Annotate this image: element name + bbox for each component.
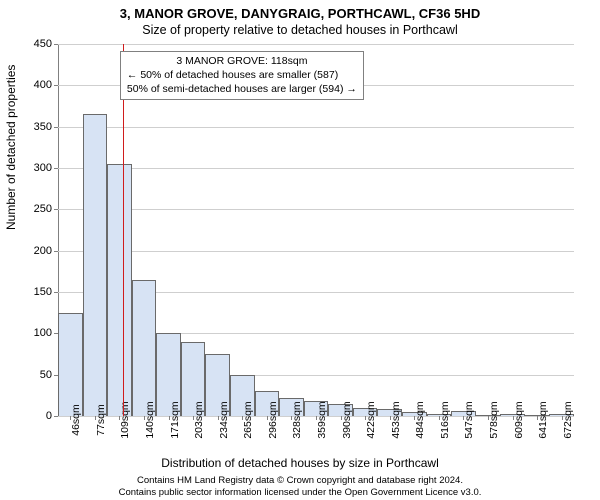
y-tick-mark (54, 251, 58, 252)
x-tick-label: 641sqm (537, 401, 549, 438)
grid-line (58, 251, 574, 252)
x-tick-label: 516sqm (439, 401, 451, 438)
x-tick-label: 296sqm (267, 401, 279, 438)
x-tick-label: 109sqm (119, 401, 131, 438)
y-tick-label: 250 (34, 203, 52, 215)
y-axis-label: Number of detached properties (4, 65, 18, 230)
histogram-bar (107, 164, 132, 416)
y-tick-label: 50 (40, 369, 52, 381)
x-tick-label: 547sqm (463, 401, 475, 438)
footer-attribution: Contains HM Land Registry data © Crown c… (0, 475, 600, 499)
x-axis-label: Distribution of detached houses by size … (0, 456, 600, 470)
y-tick-mark (54, 168, 58, 169)
grid-line (58, 168, 574, 169)
grid-line (58, 127, 574, 128)
y-tick-label: 100 (34, 327, 52, 339)
y-tick-mark (54, 85, 58, 86)
histogram-bar (132, 280, 157, 416)
annotation-line1: 3 MANOR GROVE: 118sqm (127, 55, 357, 69)
x-tick-label: 46sqm (70, 404, 82, 436)
y-tick-label: 150 (34, 286, 52, 298)
x-tick-label: 359sqm (316, 401, 328, 438)
x-tick-label: 578sqm (488, 401, 500, 438)
annotation-line2: ← 50% of detached houses are smaller (58… (127, 69, 357, 83)
x-tick-label: 390sqm (341, 401, 353, 438)
x-tick-label: 328sqm (291, 401, 303, 438)
y-tick-label: 0 (46, 410, 52, 422)
x-tick-label: 140sqm (144, 401, 156, 438)
y-tick-label: 450 (34, 38, 52, 50)
x-tick-label: 453sqm (390, 401, 402, 438)
x-tick-label: 171sqm (169, 401, 181, 438)
annotation-box: 3 MANOR GROVE: 118sqm← 50% of detached h… (120, 51, 364, 100)
x-tick-label: 77sqm (95, 404, 107, 436)
y-tick-mark (54, 416, 58, 417)
x-tick-label: 422sqm (365, 401, 377, 438)
footer-line1: Contains HM Land Registry data © Crown c… (0, 475, 600, 487)
x-tick-label: 265sqm (242, 401, 254, 438)
y-tick-mark (54, 209, 58, 210)
annotation-line3: 50% of semi-detached houses are larger (… (127, 83, 357, 97)
y-tick-label: 200 (34, 245, 52, 257)
y-tick-label: 400 (34, 79, 52, 91)
grid-line (58, 209, 574, 210)
y-tick-mark (54, 292, 58, 293)
grid-line (58, 44, 574, 45)
y-tick-label: 300 (34, 162, 52, 174)
x-tick-label: 609sqm (513, 401, 525, 438)
footer-line2: Contains public sector information licen… (0, 487, 600, 499)
page-title-line2: Size of property relative to detached ho… (0, 21, 600, 39)
y-tick-mark (54, 44, 58, 45)
histogram-bar (83, 114, 108, 416)
x-tick-label: 234sqm (218, 401, 230, 438)
page-title-line1: 3, MANOR GROVE, DANYGRAIG, PORTHCAWL, CF… (0, 0, 600, 21)
y-tick-mark (54, 127, 58, 128)
y-tick-label: 350 (34, 121, 52, 133)
x-tick-label: 672sqm (562, 401, 574, 438)
histogram-chart: 05010015020025030035040045046sqm77sqm109… (58, 44, 574, 416)
histogram-bar (58, 313, 83, 416)
x-tick-label: 484sqm (414, 401, 426, 438)
x-tick-label: 203sqm (193, 401, 205, 438)
